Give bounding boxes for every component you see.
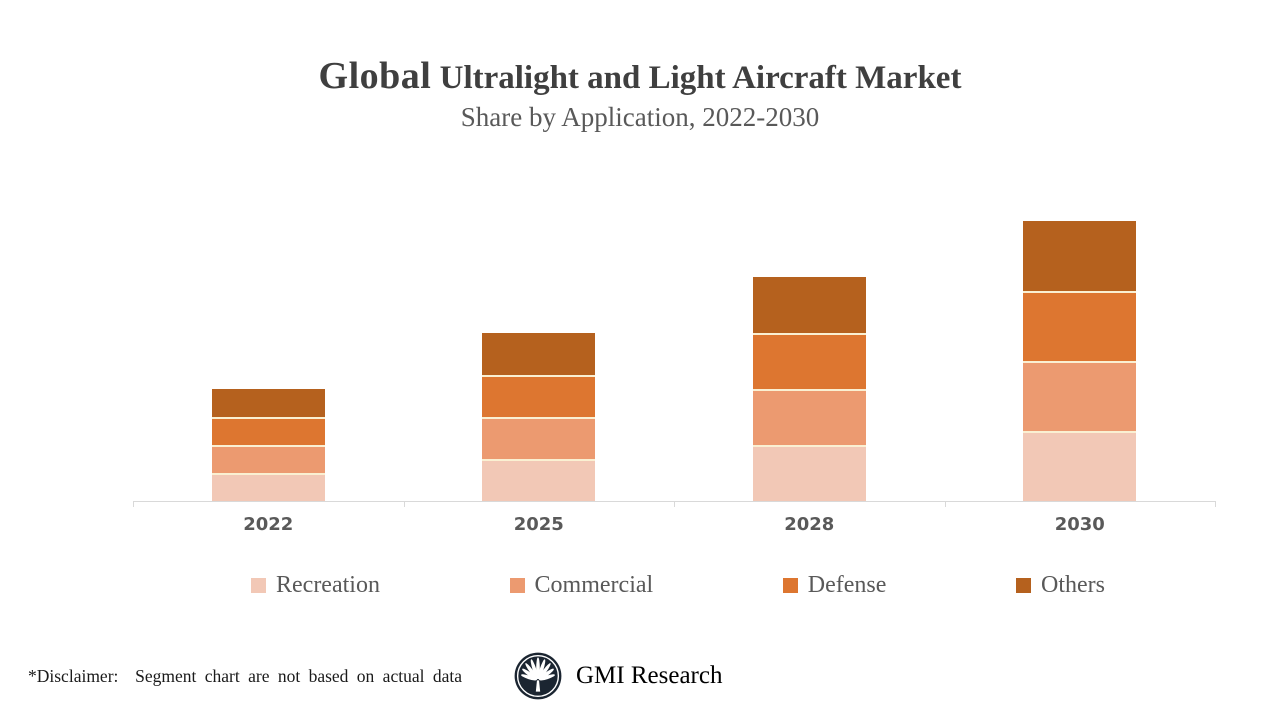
category-slot-2030	[945, 200, 1216, 501]
gmi-logo-icon	[514, 652, 562, 700]
legend-label-commercial: Commercial	[534, 572, 654, 598]
legend-label-defense: Defense	[807, 572, 887, 598]
title-rest: Ultralight and Light Aircraft Market	[431, 60, 962, 96]
segment-commercial-2022	[211, 445, 325, 473]
segment-others-2025	[482, 333, 596, 375]
legend-swatch-defense	[782, 578, 798, 593]
category-slot-2025	[404, 200, 675, 501]
bar-2030	[1023, 221, 1137, 501]
legend-swatch-commercial	[509, 578, 525, 593]
legend-item-defense: Defense	[782, 572, 887, 599]
segment-others-2022	[211, 389, 325, 417]
axis-tick	[404, 501, 405, 507]
segment-recreation-2028	[752, 445, 866, 501]
segment-commercial-2025	[482, 417, 596, 459]
legend-label-recreation: Recreation	[276, 572, 380, 598]
brand-name: GMI Research	[576, 662, 723, 689]
x-axis-label-2030: 2030	[1054, 514, 1105, 535]
category-slot-2022	[133, 200, 404, 501]
x-axis-label-2025: 2025	[513, 514, 564, 535]
legend: Recreation Commercial Defense Others	[251, 572, 1105, 599]
disclaimer-text: *Disclaimer: Segment chart are not based…	[28, 666, 462, 686]
x-axis-label-2022: 2022	[243, 514, 294, 535]
legend-item-others: Others	[1016, 572, 1105, 599]
title-block: Global Ultralight and Light Aircraft Mar…	[0, 55, 1280, 133]
category-slot-2028	[674, 200, 945, 501]
segment-commercial-2030	[1023, 361, 1137, 431]
segment-defense-2028	[752, 333, 866, 389]
x-axis-labels: 2022 2025 2028 2030	[133, 514, 1215, 535]
segment-recreation-2030	[1023, 431, 1137, 501]
axis-tick	[1215, 501, 1216, 507]
segment-recreation-2022	[211, 473, 325, 501]
segment-others-2030	[1023, 221, 1137, 291]
bar-2022	[211, 389, 325, 501]
page-title: Global Ultralight and Light Aircraft Mar…	[0, 55, 1280, 98]
legend-item-recreation: Recreation	[251, 572, 380, 599]
segment-others-2028	[752, 277, 866, 333]
bar-2025	[482, 333, 596, 501]
axis-tick	[674, 501, 675, 507]
legend-swatch-recreation	[251, 578, 266, 593]
segment-recreation-2025	[482, 459, 596, 501]
segment-commercial-2028	[752, 389, 866, 445]
legend-item-commercial: Commercial	[509, 572, 654, 599]
bar-2028	[752, 277, 866, 501]
brand: GMI Research	[512, 650, 722, 702]
legend-label-others: Others	[1041, 572, 1105, 598]
segment-defense-2022	[211, 417, 325, 445]
x-axis-label-2028: 2028	[784, 514, 835, 535]
axis-tick	[945, 501, 946, 507]
title-prefix: Global	[318, 55, 432, 97]
segment-defense-2030	[1023, 291, 1137, 361]
page-subtitle: Share by Application, 2022-2030	[460, 101, 820, 132]
axis-tick	[133, 501, 134, 507]
legend-swatch-others	[1016, 578, 1031, 593]
segment-defense-2025	[482, 375, 596, 417]
plot-area	[133, 200, 1216, 507]
